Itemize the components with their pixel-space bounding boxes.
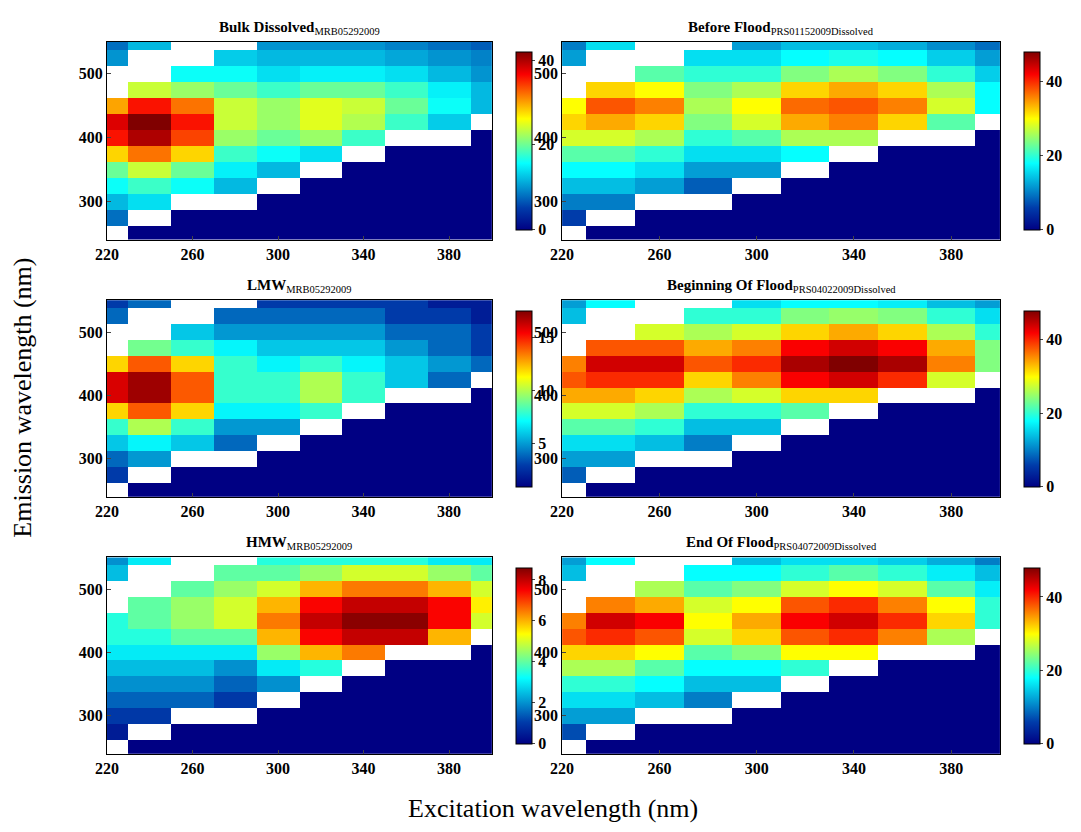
- svg-text:300: 300: [534, 193, 558, 210]
- svg-text:0: 0: [538, 221, 546, 238]
- svg-text:HMW​MRB05292009​: HMW​MRB05292009​: [246, 534, 352, 552]
- svg-text:400: 400: [79, 644, 103, 661]
- svg-text:40: 40: [1046, 589, 1062, 606]
- svg-text:0: 0: [1046, 478, 1054, 495]
- svg-text:220: 220: [550, 246, 574, 263]
- svg-text:0: 0: [1046, 735, 1054, 752]
- svg-text:220: 220: [550, 503, 574, 520]
- svg-text:340: 340: [352, 503, 376, 520]
- svg-text:340: 340: [352, 760, 376, 777]
- svg-text:380: 380: [437, 760, 461, 777]
- svg-text:500: 500: [534, 65, 558, 82]
- svg-text:End Of Flood​PRS04072009Dissol: End Of Flood​PRS04072009Dissolved​: [686, 534, 877, 552]
- svg-text:500: 500: [79, 581, 103, 598]
- svg-text:300: 300: [745, 246, 769, 263]
- svg-text:20: 20: [538, 136, 554, 153]
- svg-text:260: 260: [647, 503, 671, 520]
- svg-text:260: 260: [647, 760, 671, 777]
- svg-text:300: 300: [266, 760, 290, 777]
- svg-text:340: 340: [842, 246, 866, 263]
- svg-text:6: 6: [538, 612, 546, 629]
- svg-text:Beginning Of Flood​PRS04022009: Beginning Of Flood​PRS04022009Dissolved​: [667, 277, 896, 295]
- svg-text:380: 380: [437, 246, 461, 263]
- svg-text:500: 500: [79, 65, 103, 82]
- svg-text:300: 300: [745, 503, 769, 520]
- svg-text:300: 300: [534, 450, 558, 467]
- svg-text:220: 220: [550, 760, 574, 777]
- svg-text:5: 5: [538, 435, 546, 452]
- svg-text:20: 20: [1046, 662, 1062, 679]
- svg-text:40: 40: [538, 52, 554, 69]
- svg-text:300: 300: [79, 707, 103, 724]
- svg-text:0: 0: [538, 735, 546, 752]
- svg-text:380: 380: [437, 503, 461, 520]
- svg-text:Bulk Dissolved​MRB05292009​: Bulk Dissolved​MRB05292009​: [219, 19, 380, 37]
- svg-text:340: 340: [842, 760, 866, 777]
- svg-text:400: 400: [534, 129, 558, 146]
- svg-text:0: 0: [1046, 221, 1054, 238]
- svg-text:380: 380: [939, 503, 963, 520]
- svg-text:15: 15: [538, 329, 554, 346]
- svg-text:380: 380: [939, 760, 963, 777]
- svg-text:340: 340: [352, 246, 376, 263]
- svg-text:500: 500: [534, 581, 558, 598]
- svg-text:300: 300: [534, 707, 558, 724]
- svg-text:Before Flood​PRS01152009Dissol: Before Flood​PRS01152009Dissolved​: [688, 19, 874, 37]
- svg-text:220: 220: [95, 760, 119, 777]
- svg-text:380: 380: [939, 246, 963, 263]
- svg-text:300: 300: [79, 193, 103, 210]
- svg-text:300: 300: [745, 760, 769, 777]
- svg-text:300: 300: [79, 450, 103, 467]
- svg-text:260: 260: [181, 760, 205, 777]
- svg-text:400: 400: [534, 644, 558, 661]
- svg-text:20: 20: [1046, 147, 1062, 164]
- svg-text:260: 260: [181, 246, 205, 263]
- svg-text:500: 500: [534, 324, 558, 341]
- svg-text:40: 40: [1046, 331, 1062, 348]
- svg-text:300: 300: [266, 246, 290, 263]
- svg-text:400: 400: [79, 129, 103, 146]
- svg-text:4: 4: [538, 653, 546, 670]
- svg-text:400: 400: [534, 387, 558, 404]
- svg-text:260: 260: [647, 246, 671, 263]
- svg-text:300: 300: [266, 503, 290, 520]
- svg-text:20: 20: [1046, 405, 1062, 422]
- svg-text:340: 340: [842, 503, 866, 520]
- svg-text:40: 40: [1046, 73, 1062, 90]
- svg-text:8: 8: [538, 571, 546, 588]
- svg-text:260: 260: [181, 503, 205, 520]
- svg-text:LMW​MRB05292009​: LMW​MRB05292009​: [247, 277, 352, 295]
- svg-text:2: 2: [538, 694, 546, 711]
- svg-text:220: 220: [95, 246, 119, 263]
- svg-text:500: 500: [79, 324, 103, 341]
- svg-text:Emission wavelength (nm): Emission wavelength (nm): [8, 257, 37, 537]
- svg-text:Excitation wavelength (nm): Excitation wavelength (nm): [408, 794, 698, 823]
- svg-text:10: 10: [538, 382, 554, 399]
- svg-text:400: 400: [79, 387, 103, 404]
- svg-text:220: 220: [95, 503, 119, 520]
